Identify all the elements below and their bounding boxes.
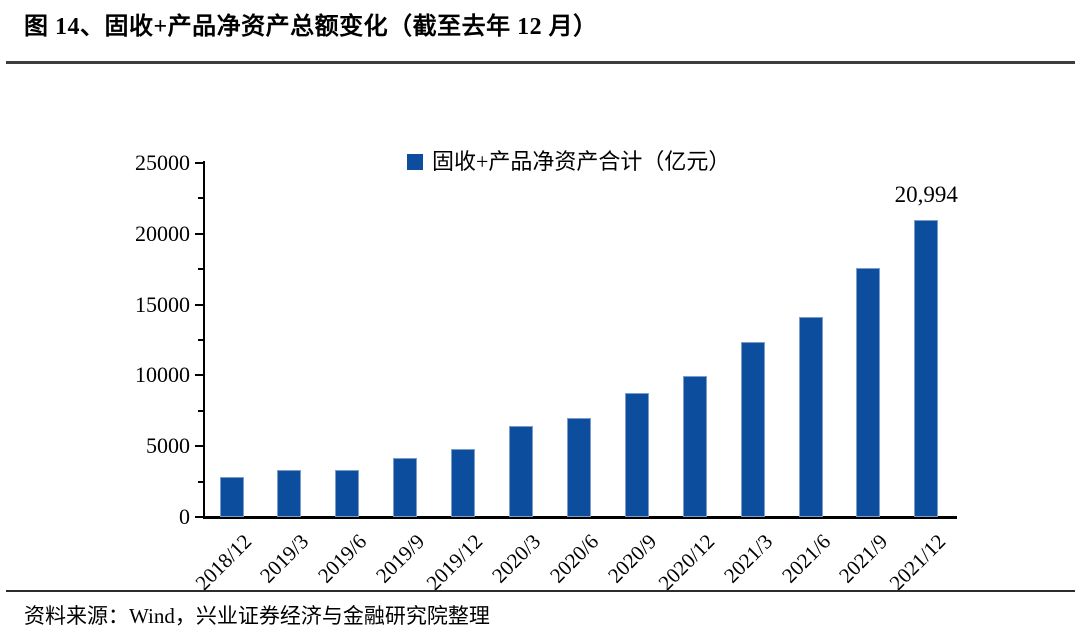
bar-2021/6 <box>798 317 823 517</box>
y-major-tick <box>195 162 203 164</box>
bar-2019/9 <box>393 458 418 517</box>
bar-2020/6 <box>566 418 591 517</box>
y-minor-tick <box>198 197 203 200</box>
y-tick-label: 10000 <box>135 362 190 388</box>
y-axis <box>203 161 205 519</box>
figure-title: 图 14、固收+产品净资产总额变化（截至去年 12 月） <box>24 14 598 40</box>
bar-2018/12 <box>219 477 244 517</box>
bar-2020/9 <box>624 393 649 517</box>
bar-chart: 固收+产品净资产合计（亿元） 0 5000 10000 15000 20000 25000… <box>0 66 1080 595</box>
y-major-tick <box>195 374 203 377</box>
title-divider-rule <box>6 61 1075 64</box>
y-minor-tick <box>198 409 203 412</box>
y-minor-tick <box>198 339 203 341</box>
y-tick-label: 0 <box>179 504 190 529</box>
bar-2021/12 <box>914 220 939 517</box>
y-major-tick <box>195 303 203 306</box>
y-tick-label: 20000 <box>135 220 190 246</box>
legend-label: 固收+产品净资产合计（亿元） <box>432 149 731 174</box>
source-note: 资料来源：Wind，兴业证券经济与金融研究院整理 <box>24 604 490 628</box>
plot-items: 0 5000 10000 15000 20000 25000 2018/12 2019/3 20… <box>0 66 1080 595</box>
y-tick-label: 5000 <box>146 433 190 459</box>
bar-2019/3 <box>277 470 302 517</box>
legend-swatch-icon <box>407 154 423 170</box>
bar-2021/9 <box>856 268 881 517</box>
value-label: 20,994 <box>894 182 958 207</box>
bar-2019/6 <box>335 470 360 517</box>
bar-2021/3 <box>740 342 765 517</box>
x-axis <box>203 516 957 519</box>
y-major-tick <box>195 445 203 448</box>
footer-divider-rule <box>6 590 1075 592</box>
chart-legend: 固收+产品净资产合计（亿元） <box>407 151 730 173</box>
y-major-tick <box>195 516 203 518</box>
bar-2020/3 <box>509 426 533 517</box>
bar-2020/12 <box>682 376 707 517</box>
y-minor-tick <box>198 268 203 271</box>
y-major-tick <box>195 232 203 235</box>
y-minor-tick <box>198 480 203 483</box>
bar-2019/12 <box>451 449 476 517</box>
y-tick-label: 25000 <box>135 150 190 175</box>
y-tick-label: 15000 <box>135 291 190 317</box>
